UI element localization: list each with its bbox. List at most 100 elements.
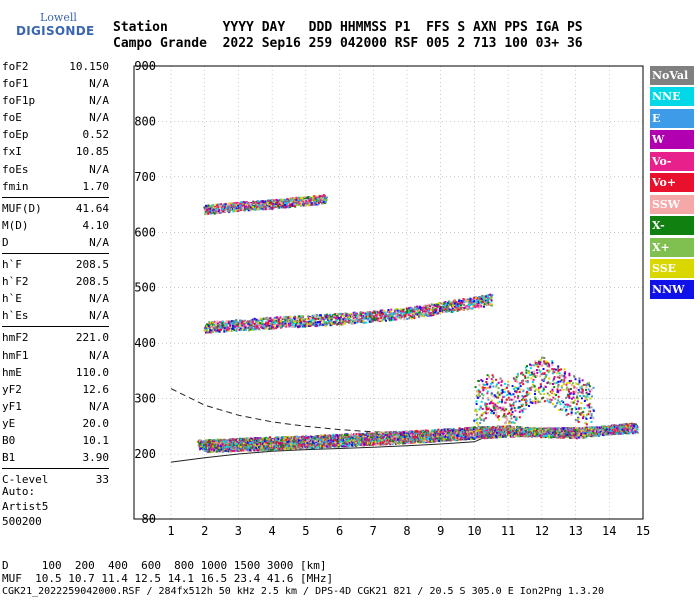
x-tick-label: 6 [336, 524, 343, 538]
param-name: MUF(D) [2, 201, 42, 215]
header-labels: Station YYYY DAY DDD HHMMSS P1 FFS S AXN… [113, 20, 583, 35]
y-tick-label: 600 [134, 225, 156, 239]
x-tick-label: 13 [568, 524, 582, 538]
param-row: yE 20.0 [2, 415, 109, 432]
echo-point [263, 443, 266, 445]
x-tick-label: 5 [302, 524, 309, 538]
echo-point [440, 429, 443, 432]
y-tick-label: 400 [134, 336, 156, 350]
param-row: h`E N/A [2, 290, 109, 307]
param-name: h`E [2, 292, 22, 306]
param-value: N/A [89, 235, 109, 249]
echo-point [222, 440, 225, 443]
param-name: M(D) [2, 218, 29, 232]
y-tick-label: 300 [134, 392, 156, 406]
echo-point [280, 439, 283, 442]
param-row: h`F 208.5 [2, 256, 109, 273]
param-row: foF1p N/A [2, 92, 109, 109]
x-tick-label: 12 [535, 524, 549, 538]
param-name: h`F [2, 258, 22, 272]
param-row: D N/A [2, 234, 109, 251]
echo-point [277, 438, 280, 440]
param-value: 1.70 [82, 179, 110, 193]
param-value: 10.1 [82, 433, 110, 447]
echo-point [203, 441, 206, 444]
echo-point [497, 426, 500, 428]
x-tick-label: 3 [235, 524, 242, 538]
param-row: B1 3.90 [2, 449, 109, 466]
param-value: 10.85 [75, 145, 109, 159]
echo-point [443, 428, 446, 431]
echo-point [239, 443, 242, 446]
echo-point [205, 443, 208, 446]
param-name: yE [2, 416, 16, 430]
header-values: Campo Grande 2022 Sep16 259 042000 RSF 0… [113, 36, 583, 51]
echo-point [207, 441, 210, 444]
auto-code: 500200 [2, 515, 42, 528]
param-separator [2, 468, 109, 470]
echo-point [226, 443, 229, 446]
param-name: hmF2 [2, 331, 29, 345]
echo-point [235, 442, 238, 445]
echo-point [219, 445, 222, 448]
echo-point [466, 427, 469, 430]
echo-point [313, 437, 316, 440]
param-name: C-level [2, 473, 49, 487]
echo-point [345, 434, 348, 437]
param-row: hmE 110.0 [2, 364, 109, 381]
echo-point [272, 438, 275, 441]
param-row: h`Es N/A [2, 307, 109, 324]
param-name: fmin [2, 179, 29, 193]
param-value: N/A [89, 399, 109, 413]
param-value: N/A [89, 77, 109, 91]
y-tick-label: 700 [134, 170, 156, 184]
echo-point [403, 432, 406, 435]
echo-point [394, 431, 397, 434]
auto-artist: Artist5 [2, 500, 49, 513]
x-tick-label: 11 [501, 524, 515, 538]
param-row: yF2 12.6 [2, 381, 109, 398]
param-separator [2, 326, 109, 328]
echo-point [239, 445, 242, 448]
echo-point [215, 441, 218, 444]
echo-point [217, 441, 220, 444]
echo-point [200, 442, 203, 445]
echo-point [211, 443, 213, 446]
param-row: B0 10.1 [2, 432, 109, 449]
profile-curves [170, 388, 485, 463]
param-name: h`Es [2, 309, 29, 323]
echo-point [201, 441, 204, 444]
echo-point [269, 436, 271, 439]
echo-point [213, 440, 216, 443]
param-value: 20.0 [82, 416, 110, 430]
echo-point [200, 447, 203, 450]
param-name: B1 [2, 451, 16, 465]
echo-point [197, 444, 200, 447]
param-row: fxI 10.85 [2, 143, 109, 160]
echo-point [262, 448, 265, 451]
param-row: foE N/A [2, 109, 109, 126]
echo-point [415, 430, 418, 433]
echo-point [219, 439, 222, 442]
param-name: foF2 [2, 60, 29, 73]
y-tick-label: 200 [134, 447, 156, 461]
echo-point [491, 426, 494, 429]
echo-point [199, 442, 202, 445]
param-value: 33 [95, 473, 109, 487]
echo-point [296, 435, 299, 438]
echo-point [211, 440, 214, 443]
param-value: 12.6 [82, 382, 110, 396]
echo-point [359, 433, 362, 436]
y-tick-label: 500 [134, 281, 156, 295]
y-tick-label: 900 [134, 59, 156, 73]
echo-point [213, 439, 216, 442]
param-name: foEp [2, 128, 29, 142]
param-name: hmF1 [2, 348, 29, 362]
param-name: yF1 [2, 399, 22, 413]
param-value: N/A [89, 111, 109, 125]
echo-point [202, 448, 205, 451]
echo-point [199, 445, 202, 447]
y-tick-label: 80 [142, 512, 156, 526]
echo-point [222, 438, 225, 441]
